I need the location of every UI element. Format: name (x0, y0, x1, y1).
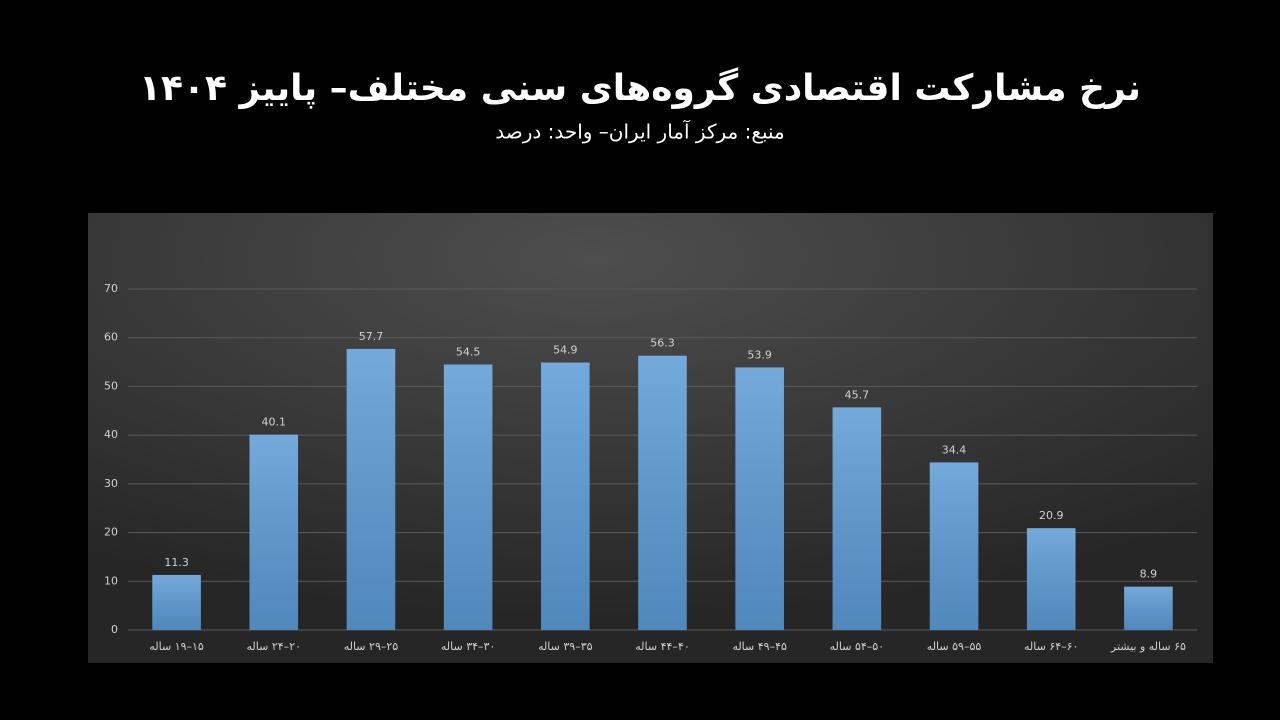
data-label: 11.3 (164, 556, 189, 569)
x-tick-label: ۶۵ ساله و بیشتر (1110, 640, 1186, 653)
y-tick-label: 10 (104, 574, 118, 587)
x-tick-label: ۱۵–۱۹ ساله (149, 640, 204, 653)
data-label: 54.9 (553, 344, 578, 357)
bar-shade (346, 348, 396, 630)
data-label: 54.5 (456, 346, 481, 359)
bar-shade (832, 407, 882, 630)
data-label: 56.3 (650, 337, 675, 350)
y-tick-label: 60 (104, 331, 118, 344)
data-label: 34.4 (942, 443, 967, 456)
bar-shade (541, 362, 590, 630)
x-tick-label: ۶۰–۶۴ ساله (1024, 640, 1078, 653)
data-label: 53.9 (747, 348, 772, 361)
bar-shade (1124, 586, 1173, 630)
x-tick-label: ۲۵–۲۹ ساله (344, 640, 399, 653)
y-tick-label: 20 (104, 526, 118, 539)
x-tick-label: ۵۵–۵۹ ساله (927, 640, 982, 653)
bar-shade (929, 462, 979, 630)
x-tick-label: ۲۰–۲۴ ساله (247, 640, 301, 653)
x-tick-label: ۳۰–۳۴ ساله (441, 640, 495, 653)
bar-shade (249, 434, 299, 630)
bar-shade (443, 364, 493, 630)
data-label: 40.1 (262, 416, 287, 429)
x-tick-label: ۴۵–۴۹ ساله (732, 640, 787, 653)
data-label: 8.9 (1140, 568, 1158, 581)
bar-shade (152, 574, 201, 630)
data-label: 45.7 (845, 388, 870, 401)
x-tick-label: ۵۰–۵۴ ساله (830, 640, 884, 653)
y-tick-label: 50 (104, 379, 118, 392)
y-tick-label: 40 (104, 428, 118, 441)
x-tick-label: ۳۵–۳۹ ساله (538, 640, 593, 653)
bar-shade (735, 367, 784, 630)
data-label: 20.9 (1039, 509, 1064, 522)
x-tick-label: ۴۰–۴۴ ساله (635, 640, 689, 653)
data-label: 57.7 (359, 330, 384, 343)
chart-title: نرخ مشارکت اقتصادی گروه‌های سنی مختلف– پ… (139, 67, 1141, 109)
bar-shade (638, 355, 687, 630)
y-tick-label: 30 (104, 477, 118, 490)
bar-shade (1026, 528, 1076, 630)
y-tick-label: 0 (111, 623, 118, 636)
y-tick-label: 70 (104, 282, 118, 295)
chart-subtitle: منبع: مرکز آمار ایران– واحد: درصد (495, 119, 785, 144)
